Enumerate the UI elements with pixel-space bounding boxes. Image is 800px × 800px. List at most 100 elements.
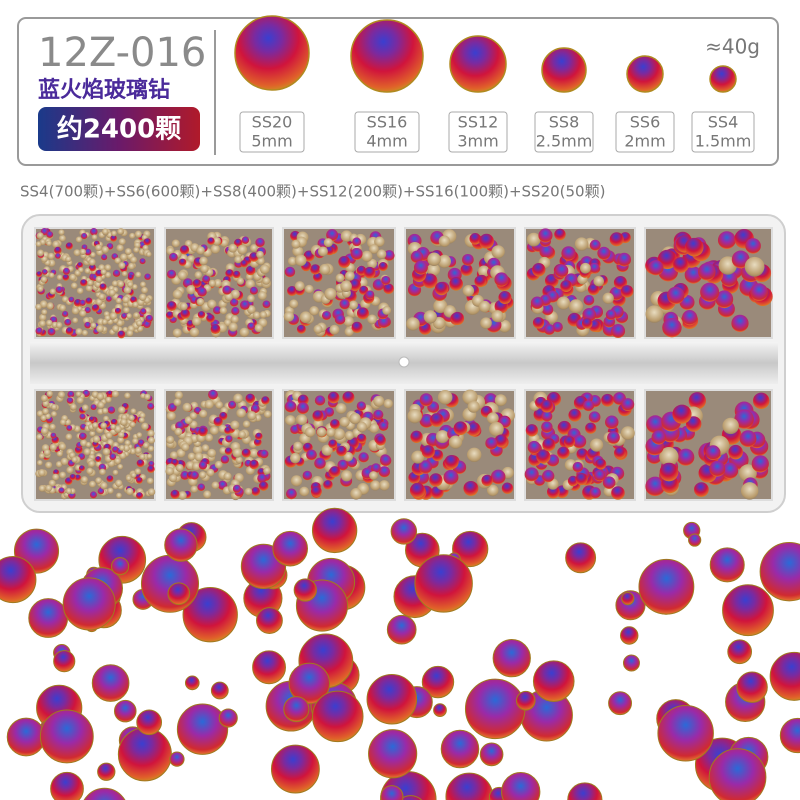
- rhinestone: [115, 492, 122, 499]
- rhinestone: [466, 422, 481, 437]
- rhinestone: [297, 402, 309, 415]
- rhinestone: [722, 417, 739, 435]
- rhinestone: [165, 466, 174, 476]
- rhinestone: [76, 262, 83, 269]
- loose-gem: [608, 691, 633, 716]
- rhinestone: [139, 281, 146, 288]
- rhinestone: [478, 265, 490, 278]
- rhinestone: [80, 279, 88, 287]
- rhinestone: [491, 310, 504, 323]
- count-text: 约2400颗: [57, 114, 181, 145]
- loose-gem: [532, 660, 575, 702]
- rhinestone: [607, 431, 620, 444]
- rhinestone: [85, 284, 93, 292]
- rhinestone: [199, 256, 208, 266]
- rhinestone: [194, 271, 203, 279]
- rhinestone: [108, 289, 116, 297]
- rhinestone: [462, 285, 475, 297]
- rhinestone: [135, 271, 142, 278]
- rhinestone: [588, 411, 601, 423]
- rhinestone: [294, 254, 307, 267]
- rhinestone: [62, 267, 70, 275]
- loose-gem: [414, 554, 473, 613]
- rhinestone: [141, 422, 149, 431]
- rhinestone: [59, 304, 66, 312]
- rhinestone: [110, 424, 117, 430]
- rhinestone: [114, 457, 121, 465]
- rhinestone: [112, 325, 120, 333]
- rhinestone: [209, 426, 219, 436]
- loose-gem: [136, 709, 163, 736]
- rhinestone: [95, 244, 102, 252]
- rhinestone: [64, 318, 72, 326]
- rhinestone: [358, 452, 369, 463]
- rhinestone: [343, 316, 354, 327]
- rhinestone: [98, 293, 106, 301]
- rhinestone: [139, 293, 147, 301]
- rhinestone: [101, 228, 109, 235]
- rhinestone: [84, 267, 91, 274]
- loose-gem: [39, 709, 94, 764]
- loose-gem: [110, 557, 130, 576]
- rhinestone: [144, 273, 151, 281]
- rhinestone: [478, 300, 491, 313]
- rhinestone: [339, 416, 350, 428]
- rhinestone: [228, 322, 238, 332]
- rhinestone: [88, 480, 96, 488]
- size-grade: SS8: [549, 113, 580, 132]
- rhinestone: [255, 237, 265, 248]
- rhinestone: [582, 400, 594, 412]
- rhinestone: [572, 461, 583, 473]
- rhinestone: [333, 428, 346, 440]
- rhinestone: [110, 235, 117, 242]
- rhinestone: [335, 273, 345, 283]
- rhinestone: [356, 433, 367, 444]
- rhinestone: [143, 238, 152, 246]
- rhinestone: [406, 317, 420, 331]
- rhinestone: [88, 416, 95, 423]
- size-gem: [626, 55, 664, 93]
- rhinestone: [117, 228, 124, 235]
- rhinestone: [339, 299, 350, 310]
- rhinestone: [367, 314, 377, 325]
- rhinestone: [605, 415, 619, 429]
- rhinestone: [257, 291, 267, 301]
- rhinestone: [326, 229, 339, 242]
- loose-gem: [433, 703, 447, 717]
- size-label-box: [615, 111, 675, 153]
- rhinestone: [582, 308, 597, 322]
- rhinestone: [190, 471, 199, 480]
- rhinestone: [36, 460, 43, 466]
- rhinestone: [448, 435, 463, 449]
- product-name: 蓝火焰玻璃钻: [38, 77, 170, 103]
- rhinestone: [583, 294, 595, 306]
- rhinestone: [378, 480, 390, 491]
- rhinestone: [532, 317, 545, 329]
- rhinestone: [169, 252, 178, 262]
- loose-gem: [399, 795, 423, 800]
- rhinestone: [187, 452, 196, 461]
- rhinestone: [525, 424, 539, 437]
- rhinestone: [114, 257, 121, 264]
- rhinestone: [568, 299, 584, 314]
- rhinestone: [204, 433, 214, 442]
- rhinestone: [139, 258, 146, 265]
- rhinestone: [46, 231, 54, 239]
- rhinestone: [324, 287, 337, 300]
- rhinestone: [574, 237, 589, 251]
- rhinestone: [407, 408, 422, 424]
- rhinestone: [85, 441, 92, 448]
- rhinestone: [340, 280, 352, 293]
- rhinestone: [460, 263, 473, 276]
- rhinestone: [80, 439, 88, 447]
- rhinestone: [317, 246, 328, 257]
- rhinestone: [222, 285, 232, 295]
- loose-gem: [83, 787, 126, 800]
- rhinestone: [555, 264, 569, 278]
- rhinestone: [81, 233, 88, 240]
- rhinestone: [234, 255, 242, 264]
- rhinestone: [35, 303, 42, 311]
- rhinestone: [215, 401, 223, 409]
- loose-gem: [620, 626, 639, 645]
